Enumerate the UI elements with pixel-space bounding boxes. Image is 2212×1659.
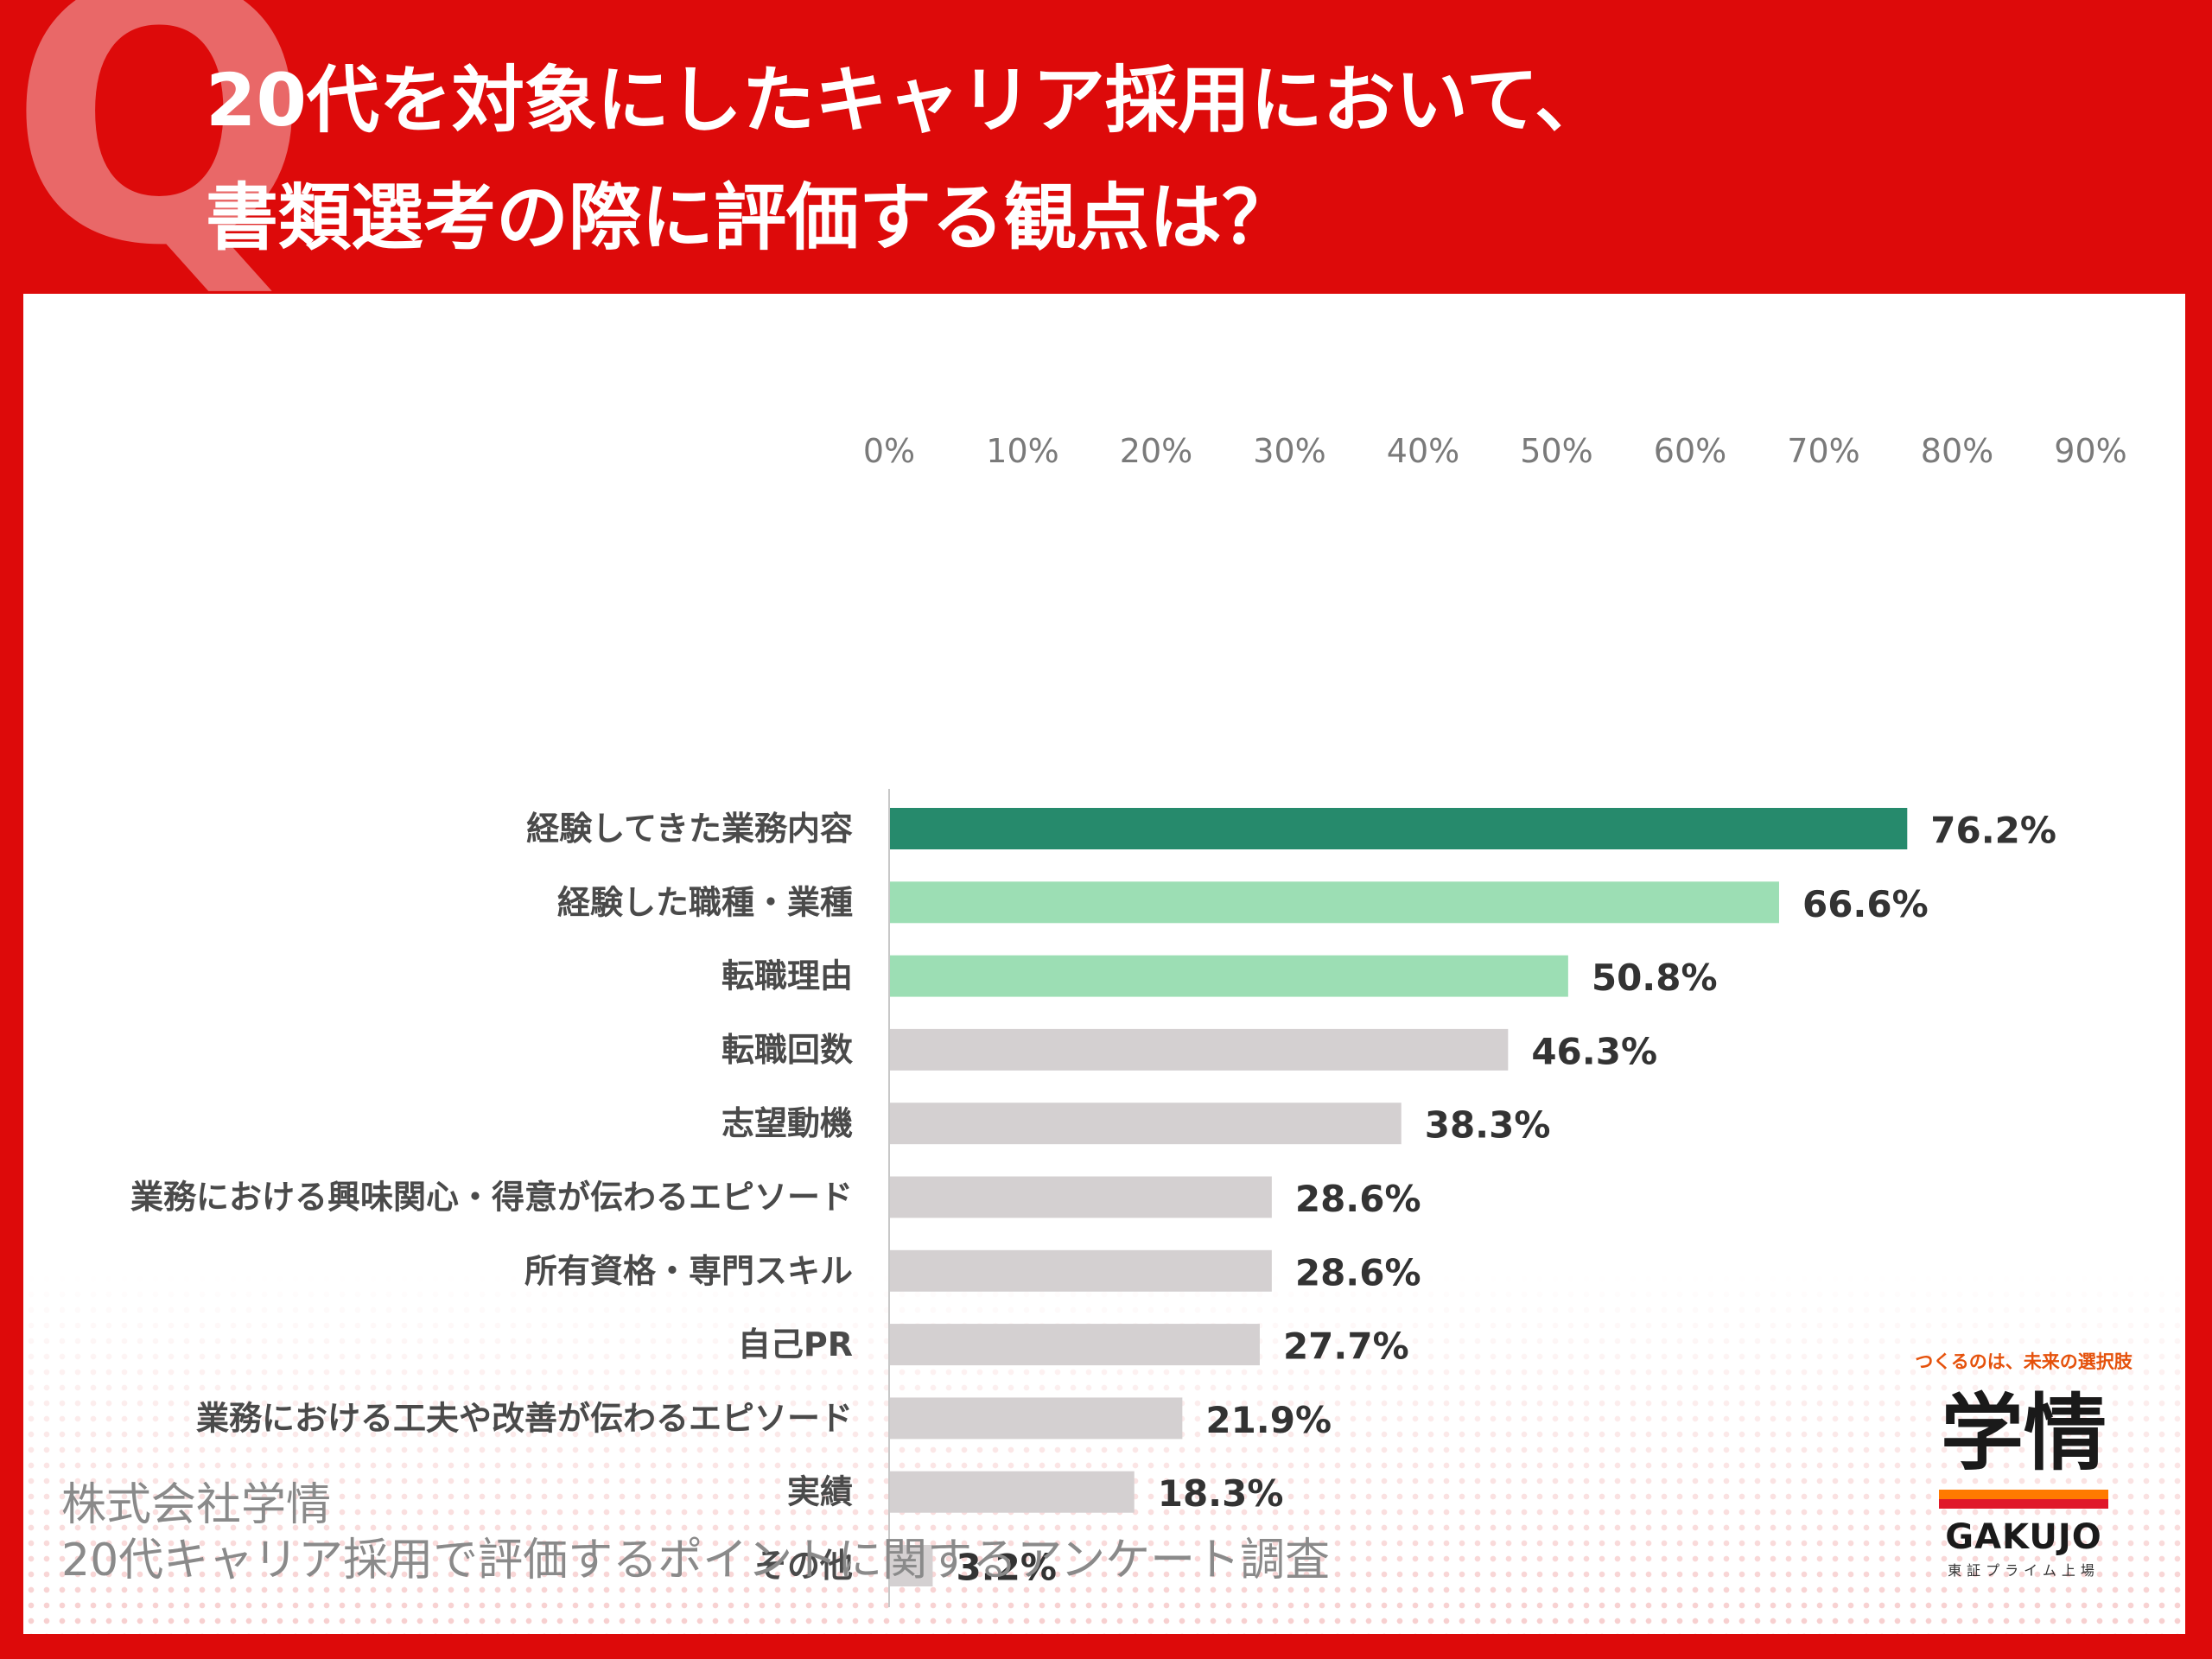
source-note: 株式会社学情 20代キャリア採用で評価するポイントに関するアンケート調査 <box>61 1478 1330 1588</box>
source-survey: 20代キャリア採用で評価するポイントに関するアンケート調査 <box>61 1535 1331 1586</box>
x-tick-label: 0% <box>863 432 915 470</box>
data-label: 28.6% <box>1295 1178 1421 1220</box>
bar <box>890 1103 1402 1145</box>
x-tick-label: 60% <box>1654 432 1726 470</box>
bar <box>890 955 1568 997</box>
category-label: 業務における興味関心・得意が伝わるエピソード <box>130 1179 853 1217</box>
data-label: 66.6% <box>1802 883 1929 925</box>
gakujo-logo: つくるのは、未来の選択肢 学情 GAKUJO 東証プライム上場 <box>1890 1348 2158 1580</box>
logo-tagline: つくるのは、未来の選択肢 <box>1915 1351 2133 1372</box>
data-label: 27.7% <box>1283 1325 1409 1368</box>
title-line-2: 書類選考の際に評価する観点は？ <box>206 175 1295 260</box>
data-label: 18.3% <box>1158 1472 1284 1515</box>
data-label: 76.2% <box>1930 810 2056 852</box>
data-label: 28.6% <box>1295 1251 1421 1294</box>
category-label: 業務における工夫や改善が伝わるエピソード <box>196 1399 853 1437</box>
bar <box>890 1176 1272 1218</box>
data-label: 21.9% <box>1205 1399 1332 1441</box>
x-tick-label: 70% <box>1787 432 1859 470</box>
category-label: その他 <box>754 1547 853 1585</box>
bar <box>890 1471 1135 1513</box>
data-label: 3.2% <box>956 1547 1056 1589</box>
category-label: 転職理由 <box>721 957 853 995</box>
bar <box>890 881 1779 924</box>
data-label: 46.3% <box>1531 1030 1657 1072</box>
chart-panel: 0% 10% 20% 30% 40% 50% 60% 70% 80% 90% 経験してきた業務内容 7… <box>23 294 2185 1634</box>
category-label: 実績 <box>787 1473 853 1511</box>
logo-english: GAKUJO <box>1945 1517 2102 1557</box>
x-tick-label: 10% <box>986 432 1058 470</box>
x-tick-label: 30% <box>1253 432 1325 470</box>
bar <box>890 1249 1272 1292</box>
bar-chart: 0% 10% 20% 30% 40% 50% 60% 70% 80% 90% 経験してきた業務内容 7… <box>130 432 2127 1607</box>
category-label: 自己PR <box>738 1325 853 1363</box>
bar <box>890 1397 1183 1440</box>
title-line-1: 20代を対象にしたキャリア採用において、 <box>206 58 1608 143</box>
bar <box>890 1545 933 1586</box>
x-tick-label: 50% <box>1520 432 1592 470</box>
category-label: 所有資格・専門スキル <box>524 1252 853 1290</box>
logo-bar <box>1939 1490 2108 1509</box>
category-label: 志望動機 <box>721 1104 853 1142</box>
category-label: 転職回数 <box>721 1031 853 1069</box>
logo-subtitle: 東証プライム上場 <box>1948 1562 2100 1579</box>
source-company: 株式会社学情 <box>61 1479 332 1531</box>
category-label: 経験してきた業務内容 <box>526 810 853 848</box>
x-tick-label: 20% <box>1120 432 1192 470</box>
data-label: 50.8% <box>1592 957 1718 999</box>
bar <box>890 808 1908 849</box>
bar <box>890 1028 1509 1071</box>
data-label: 38.3% <box>1425 1104 1551 1147</box>
x-tick-label: 40% <box>1387 432 1459 470</box>
x-tick-label: 80% <box>1921 432 1993 470</box>
page-title: 20代を対象にしたキャリア採用において、 書類選考の際に評価する観点は？ <box>206 41 1607 276</box>
category-label: 経験した職種・業種 <box>557 883 853 921</box>
x-tick-label: 90% <box>2054 432 2126 470</box>
bar <box>890 1324 1260 1366</box>
q-letter: Q <box>9 0 310 323</box>
logo-mark: 学情 <box>1941 1385 2107 1482</box>
